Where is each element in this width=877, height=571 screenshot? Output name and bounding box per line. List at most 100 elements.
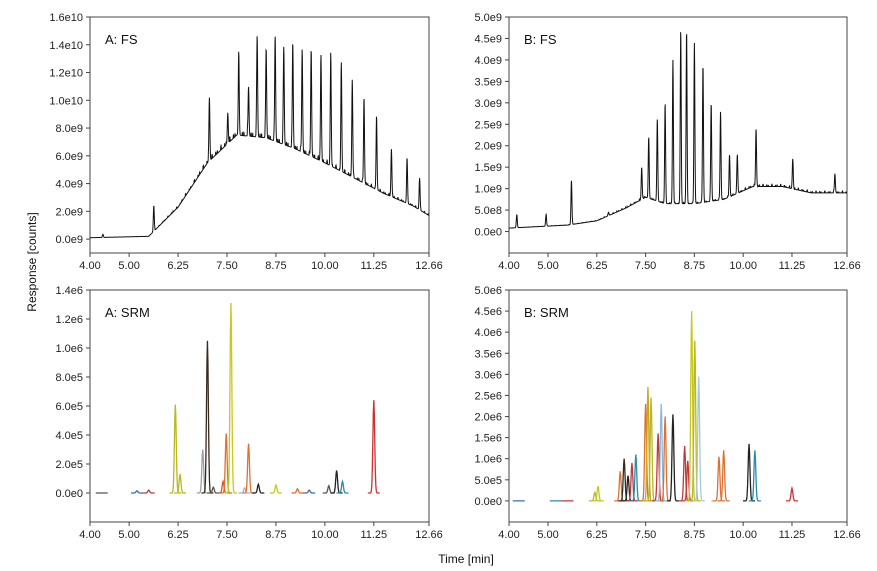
y-tick-label: 4.0e5 [55, 430, 83, 442]
panel-title: A: FS [105, 32, 138, 47]
x-tick-label: 7.50 [216, 529, 237, 541]
srm-peak [621, 475, 635, 502]
y-tick-label: 0.0e0 [474, 227, 502, 239]
plot-frame [508, 289, 848, 523]
srm-peak [130, 490, 143, 494]
srm-peak [692, 376, 705, 502]
panel-title: A: SRM [105, 305, 150, 320]
y-tick-label: 4.0e6 [474, 327, 502, 339]
x-tick-label: 5.00 [537, 260, 558, 272]
srm-peak [303, 489, 316, 494]
x-axis-label: Time [min] [438, 552, 494, 566]
x-tick-label: 11.25 [779, 529, 806, 541]
x-tick-label: 4.00 [79, 260, 100, 272]
fs-trace-line [89, 36, 430, 239]
srm-peak [269, 483, 282, 494]
srm-peak [639, 403, 652, 502]
srm-peak [322, 484, 335, 494]
panel-b-srm: B: SRM 0.0e0 5.0e5 1.0e6 1.5e6 2.0e6 2.5e6 3.0e… [474, 285, 860, 541]
y-tick-label: 1.0e10 [49, 95, 83, 107]
y-tick-label: 8.0e9 [55, 123, 83, 135]
y-axis-label: Response [counts] [25, 212, 39, 311]
x-tick-label: 12.66 [833, 260, 861, 272]
srm-peak [655, 403, 668, 502]
y-tick-label: 5.0e9 [474, 12, 502, 24]
panel-b-fs: B: FS 0.0e0 5.0e8 1.0e9 1.5e9 2.0e9 2.5e9 3.0e9… [474, 12, 860, 272]
y-tick-label: 2.0e6 [474, 412, 502, 424]
y-tick-label: 0.0e0 [55, 488, 83, 500]
srm-peak [252, 482, 265, 494]
srm-peak [217, 479, 230, 494]
plot-frame [508, 16, 848, 254]
y-tick-label: 5.0e5 [474, 475, 502, 487]
srm-peak [238, 486, 251, 494]
srm-peak [641, 387, 654, 502]
x-tick-label: 6.25 [167, 529, 188, 541]
y-tick-label: 0.0e9 [55, 234, 83, 246]
y-tick-label: 4.5e9 [474, 33, 502, 45]
x-tick-label: 7.50 [635, 260, 656, 272]
srm-peak [666, 414, 679, 502]
srm-peak [588, 490, 601, 502]
srm-peak [224, 303, 237, 494]
y-tick-label: 5.0e6 [474, 285, 502, 297]
srm-peak [367, 400, 380, 494]
x-tick-label: 12.66 [415, 260, 443, 272]
srm-peak [169, 404, 182, 494]
srm-peak [625, 462, 638, 502]
srm-peak [207, 485, 220, 494]
x-tick-label: 6.25 [167, 260, 188, 272]
y-tick-label: 2.0e9 [474, 141, 502, 153]
x-tick-label: 5.00 [537, 529, 558, 541]
srm-peak [742, 443, 756, 502]
panel-title: B: FS [524, 32, 557, 47]
srm-peak [142, 489, 155, 494]
srm-peak [712, 456, 725, 502]
plot-frame [89, 16, 430, 254]
x-tick-label: 8.75 [684, 260, 705, 272]
y-tick-label: 1.0e6 [474, 454, 502, 466]
x-tick-label: 10.00 [729, 260, 757, 272]
y-tick-label: 4.0e9 [474, 55, 502, 67]
x-tick-label: 10.00 [311, 529, 339, 541]
x-tick-label: 7.50 [635, 529, 656, 541]
y-tick-label: 3.5e6 [474, 348, 502, 360]
srm-peak [196, 449, 209, 494]
y-tick-label: 4.0e9 [55, 179, 83, 191]
srm-peak [336, 479, 349, 494]
srm-peak [748, 450, 761, 502]
panel-a-srm: A: SRM 0.0e0 2.0e5 4.0e5 6.0e5 8.0e5 1.0e6 1.2e… [55, 285, 442, 541]
x-tick-label: 8.75 [265, 260, 286, 272]
y-tick-label: 1.0e6 [55, 343, 83, 355]
y-tick-label: 2.5e6 [474, 390, 502, 402]
y-tick-label: 3.0e9 [474, 98, 502, 110]
y-tick-label: 1.2e6 [55, 314, 83, 326]
x-tick-label: 7.50 [216, 260, 237, 272]
y-tick-label: 5.0e8 [474, 205, 502, 217]
y-tick-label: 8.0e5 [55, 372, 83, 384]
x-tick-label: 4.00 [498, 529, 519, 541]
x-tick-label: 5.00 [118, 529, 139, 541]
srm-peak [717, 450, 730, 502]
y-tick-label: 2.0e5 [55, 459, 83, 471]
x-tick-label: 12.66 [833, 529, 861, 541]
x-tick-label: 4.00 [79, 529, 100, 541]
x-tick-label: 11.25 [360, 529, 387, 541]
y-tick-label: 1.6e10 [49, 12, 83, 24]
srm-peak [174, 474, 187, 494]
y-tick-label: 6.0e5 [55, 401, 83, 413]
y-tick-label: 1.5e9 [474, 162, 502, 174]
y-tick-label: 1.0e9 [474, 184, 502, 196]
srm-peak [242, 443, 255, 494]
x-tick-label: 8.75 [265, 529, 286, 541]
srm-peak [688, 340, 701, 502]
y-tick-label: 3.5e9 [474, 76, 502, 88]
x-tick-label: 11.25 [360, 260, 387, 272]
panel-title: B: SRM [524, 305, 569, 320]
y-tick-label: 1.5e6 [474, 433, 502, 445]
y-tick-label: 2.0e9 [55, 206, 83, 218]
y-tick-label: 1.4e6 [55, 285, 83, 297]
x-tick-label: 4.00 [498, 260, 519, 272]
fs-trace-line [508, 32, 847, 229]
y-tick-label: 3.0e6 [474, 369, 502, 381]
